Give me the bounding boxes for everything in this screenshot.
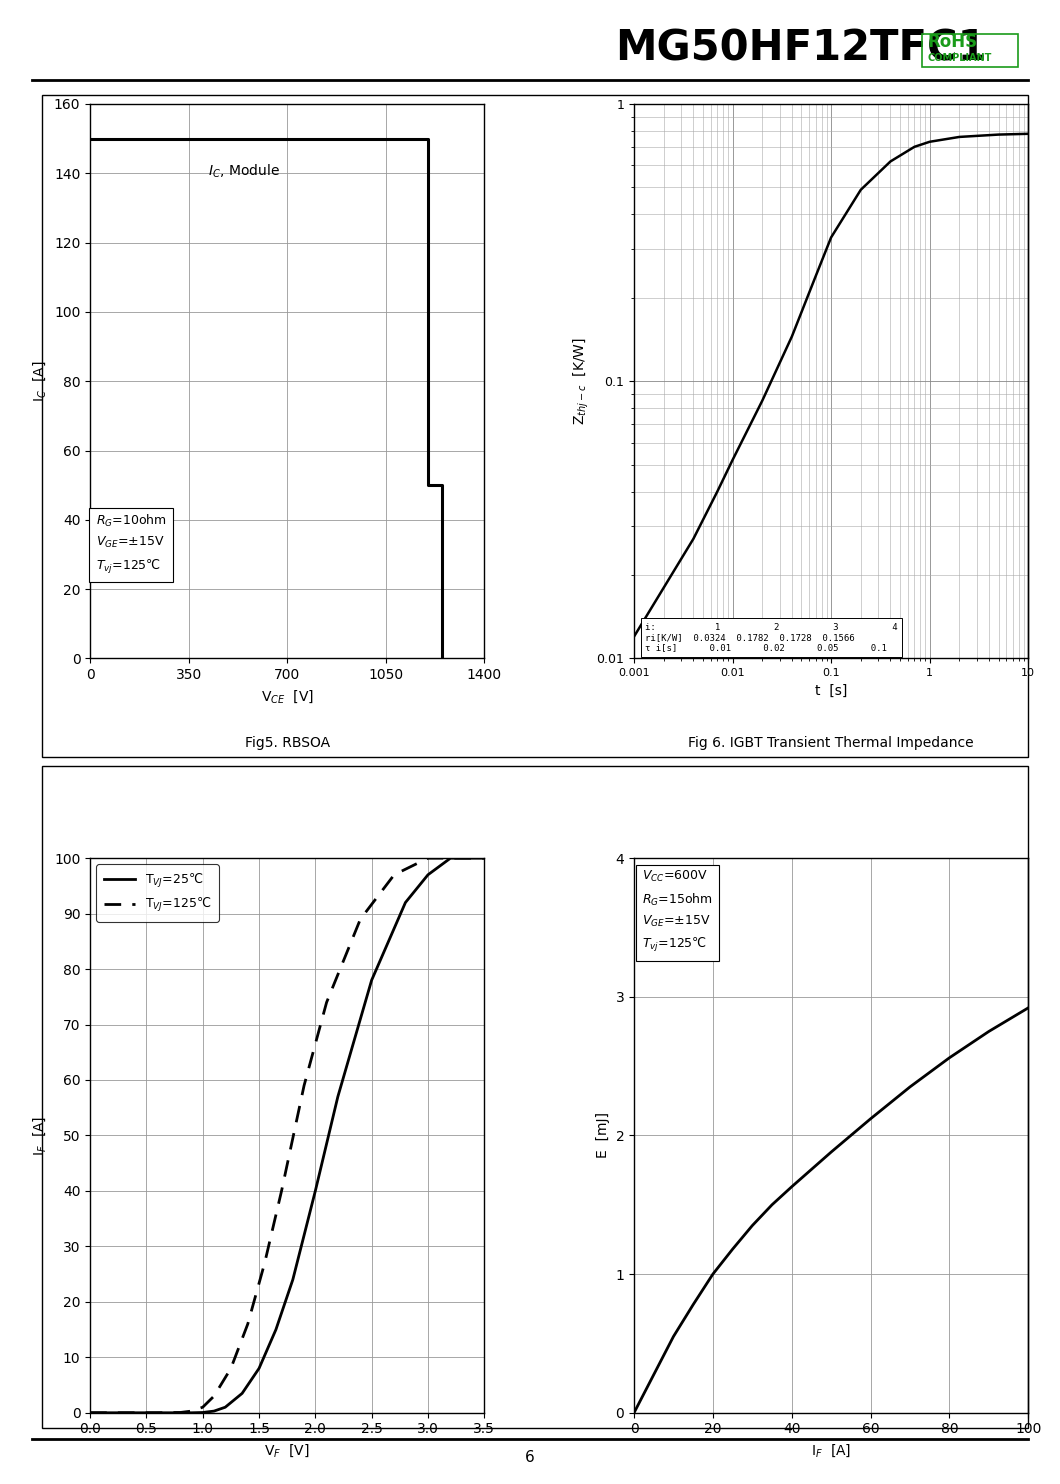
Line: T$_{VJ}$=25℃: T$_{VJ}$=25℃ — [90, 858, 484, 1413]
T$_{VJ}$=125℃ — [225, 1359, 237, 1377]
X-axis label: V$_{CE}$  [V]: V$_{CE}$ [V] — [261, 687, 314, 705]
T$_{VJ}$=125℃ — [152, 1404, 164, 1422]
T$_{VJ}$=125℃ — [196, 1398, 209, 1416]
T$_{VJ}$=25℃ — [84, 1404, 96, 1422]
T$_{VJ}$=125℃ — [208, 1388, 220, 1405]
Text: $R_G$=10ohm
$V_{GE}$=±15V
$T_{vj}$=125℃: $R_G$=10ohm $V_{GE}$=±15V $T_{vj}$=125℃ — [95, 512, 166, 576]
X-axis label: I$_F$  [A]: I$_F$ [A] — [811, 1442, 851, 1459]
Text: 6: 6 — [525, 1450, 535, 1465]
Y-axis label: E  [mJ]: E [mJ] — [596, 1113, 609, 1159]
Text: $I_C$, Module: $I_C$, Module — [209, 163, 280, 180]
T$_{VJ}$=125℃ — [354, 910, 367, 928]
Y-axis label: I$_F$  [A]: I$_F$ [A] — [32, 1116, 49, 1156]
Text: Fig 6. IGBT Transient Thermal Impedance: Fig 6. IGBT Transient Thermal Impedance — [688, 736, 974, 749]
T$_{VJ}$=25℃ — [332, 1088, 344, 1106]
X-axis label: V$_F$  [V]: V$_F$ [V] — [264, 1442, 310, 1459]
T$_{VJ}$=25℃ — [196, 1404, 209, 1422]
T$_{VJ}$=125℃ — [298, 1077, 311, 1095]
T$_{VJ}$=25℃ — [422, 865, 435, 883]
T$_{VJ}$=125℃ — [388, 865, 401, 883]
T$_{VJ}$=125℃ — [276, 1183, 288, 1201]
Text: RoHS: RoHS — [928, 33, 977, 50]
T$_{VJ}$=25℃ — [366, 971, 378, 988]
T$_{VJ}$=125℃ — [242, 1315, 254, 1333]
T$_{VJ}$=25℃ — [478, 849, 491, 867]
Text: $V_{CC}$=600V
$R_G$=15ohm
$V_{GE}$=±15V
$T_{vj}$=125℃: $V_{CC}$=600V $R_G$=15ohm $V_{GE}$=±15V … — [642, 870, 712, 954]
T$_{VJ}$=125℃ — [478, 849, 491, 867]
Text: MG50HF12TFC1: MG50HF12TFC1 — [615, 28, 987, 70]
T$_{VJ}$=25℃ — [218, 1398, 231, 1416]
T$_{VJ}$=25℃ — [186, 1404, 198, 1422]
T$_{VJ}$=25℃ — [269, 1321, 282, 1339]
Text: i:           1          2          3          4
ri[K/W]  0.0324  0.1782  0.1728 : i: 1 2 3 4 ri[K/W] 0.0324 0.1782 0.1728 — [646, 623, 898, 653]
T$_{VJ}$=25℃ — [235, 1385, 248, 1402]
T$_{VJ}$=125℃ — [186, 1402, 198, 1420]
T$_{VJ}$=25℃ — [399, 893, 411, 911]
T$_{VJ}$=25℃ — [308, 1183, 321, 1201]
T$_{VJ}$=25℃ — [444, 849, 457, 867]
T$_{VJ}$=25℃ — [162, 1404, 175, 1422]
T$_{VJ}$=25℃ — [252, 1359, 265, 1377]
T$_{VJ}$=125℃ — [444, 849, 457, 867]
Legend: T$_{VJ}$=25℃, T$_{VJ}$=125℃: T$_{VJ}$=25℃, T$_{VJ}$=125℃ — [96, 864, 218, 922]
T$_{VJ}$=125℃ — [174, 1404, 187, 1422]
T$_{VJ}$=25℃ — [208, 1402, 220, 1420]
Y-axis label: Z$_{thj-c}$  [K/W]: Z$_{thj-c}$ [K/W] — [571, 337, 590, 426]
Text: Fig5. RBSOA: Fig5. RBSOA — [245, 736, 330, 749]
T$_{VJ}$=125℃ — [259, 1254, 271, 1272]
T$_{VJ}$=125℃ — [320, 993, 333, 1011]
T$_{VJ}$=125℃ — [422, 849, 435, 867]
Y-axis label: I$_C$  [A]: I$_C$ [A] — [32, 361, 49, 402]
Line: T$_{VJ}$=125℃: T$_{VJ}$=125℃ — [90, 858, 484, 1413]
Text: COMPLIANT: COMPLIANT — [928, 53, 992, 62]
X-axis label: t  [s]: t [s] — [815, 684, 847, 697]
T$_{VJ}$=25℃ — [286, 1270, 299, 1288]
T$_{VJ}$=125℃ — [84, 1404, 96, 1422]
